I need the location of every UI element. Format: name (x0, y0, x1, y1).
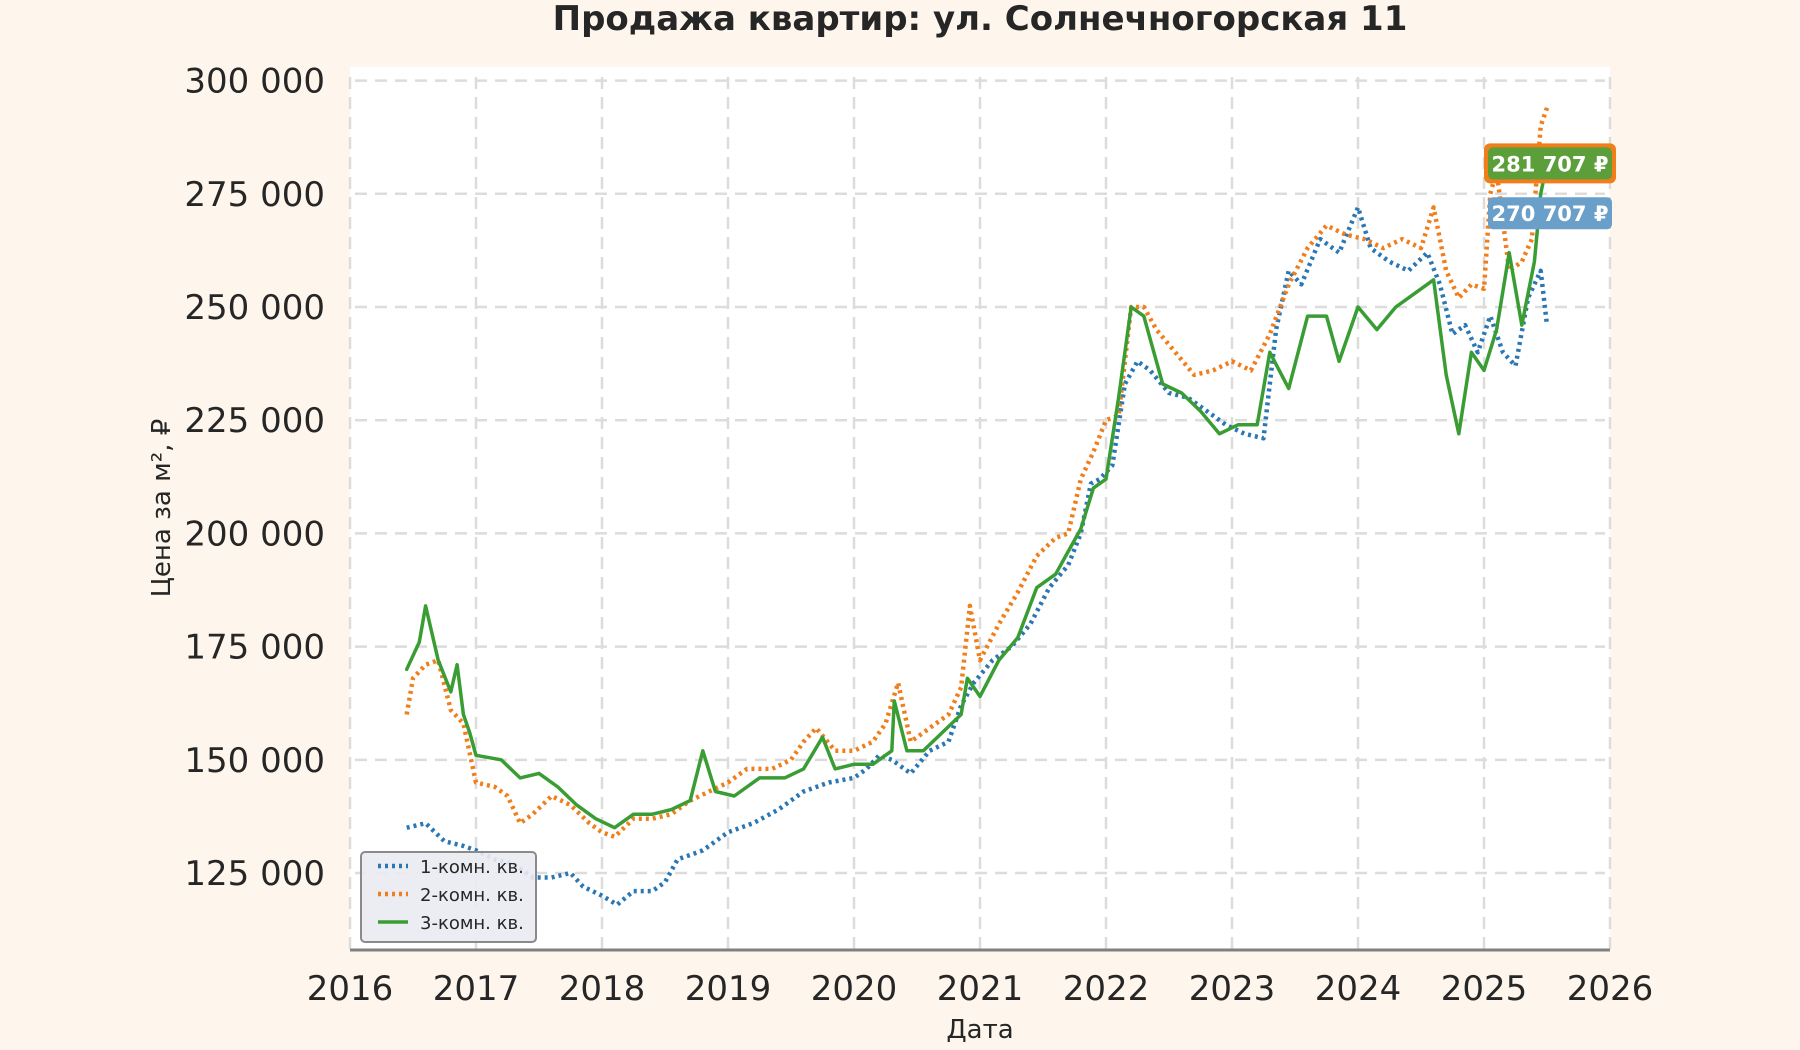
x-tick-label: 2018 (559, 969, 646, 1009)
annotation-text: 270 707 ₽ (1492, 202, 1609, 226)
annotation-badge (1488, 147, 1612, 180)
x-tick-label: 2021 (937, 969, 1024, 1009)
y-tick-label: 275 000 (184, 175, 325, 215)
y-tick-label: 175 000 (184, 628, 325, 668)
legend: 1-комн. кв. 2-комн. кв. 3-комн. кв. (360, 851, 537, 943)
y-tick-label: 125 000 (184, 854, 325, 894)
x-axis-label: Дата (946, 1015, 1013, 1045)
x-axis-ticks: 2016 2017 2018 2019 2020 2021 2022 2023 2024 2025… (307, 969, 1654, 1009)
legend-label-3: 3-комн. кв. (420, 913, 524, 934)
legend-label-2: 2-комн. кв. (420, 885, 524, 906)
series-line-3 (404, 161, 1549, 830)
series-layer (404, 107, 1550, 907)
legend-label-1: 1-комн. кв. (420, 857, 524, 878)
y-tick-label: 150 000 (184, 741, 325, 781)
x-tick-label: 2016 (307, 969, 394, 1009)
y-tick-label: 200 000 (184, 514, 325, 554)
y-axis-label: Цена за м², ₽ (147, 419, 177, 598)
y-axis-ticks: 125 000 150 000 175 000 200 000 225 000 250 0… (184, 62, 325, 894)
legend-box (360, 851, 537, 943)
x-tick-label: 2025 (1441, 969, 1528, 1009)
grid (348, 77, 1612, 950)
y-tick-label: 250 000 (184, 288, 325, 328)
x-tick-label: 2024 (1315, 969, 1402, 1009)
x-tick-label: 2020 (811, 969, 898, 1009)
x-tick-label: 2017 (433, 969, 520, 1009)
series-line-1 (406, 205, 1550, 907)
y-tick-label: 300 000 (184, 62, 325, 102)
chart-title: Продажа квартир: ул. Солнечногорская 11 (553, 0, 1408, 39)
x-tick-label: 2022 (1063, 969, 1150, 1009)
annotation-badge (1488, 197, 1612, 230)
x-tick-label: 2026 (1567, 969, 1654, 1009)
annotation-text: 281 707 ₽ (1492, 152, 1609, 176)
x-tick-label: 2019 (685, 969, 772, 1009)
value-annotations: 281 707 ₽ 270 707 ₽ (1484, 143, 1616, 230)
x-tick-label: 2023 (1189, 969, 1276, 1009)
y-tick-label: 225 000 (184, 401, 325, 441)
